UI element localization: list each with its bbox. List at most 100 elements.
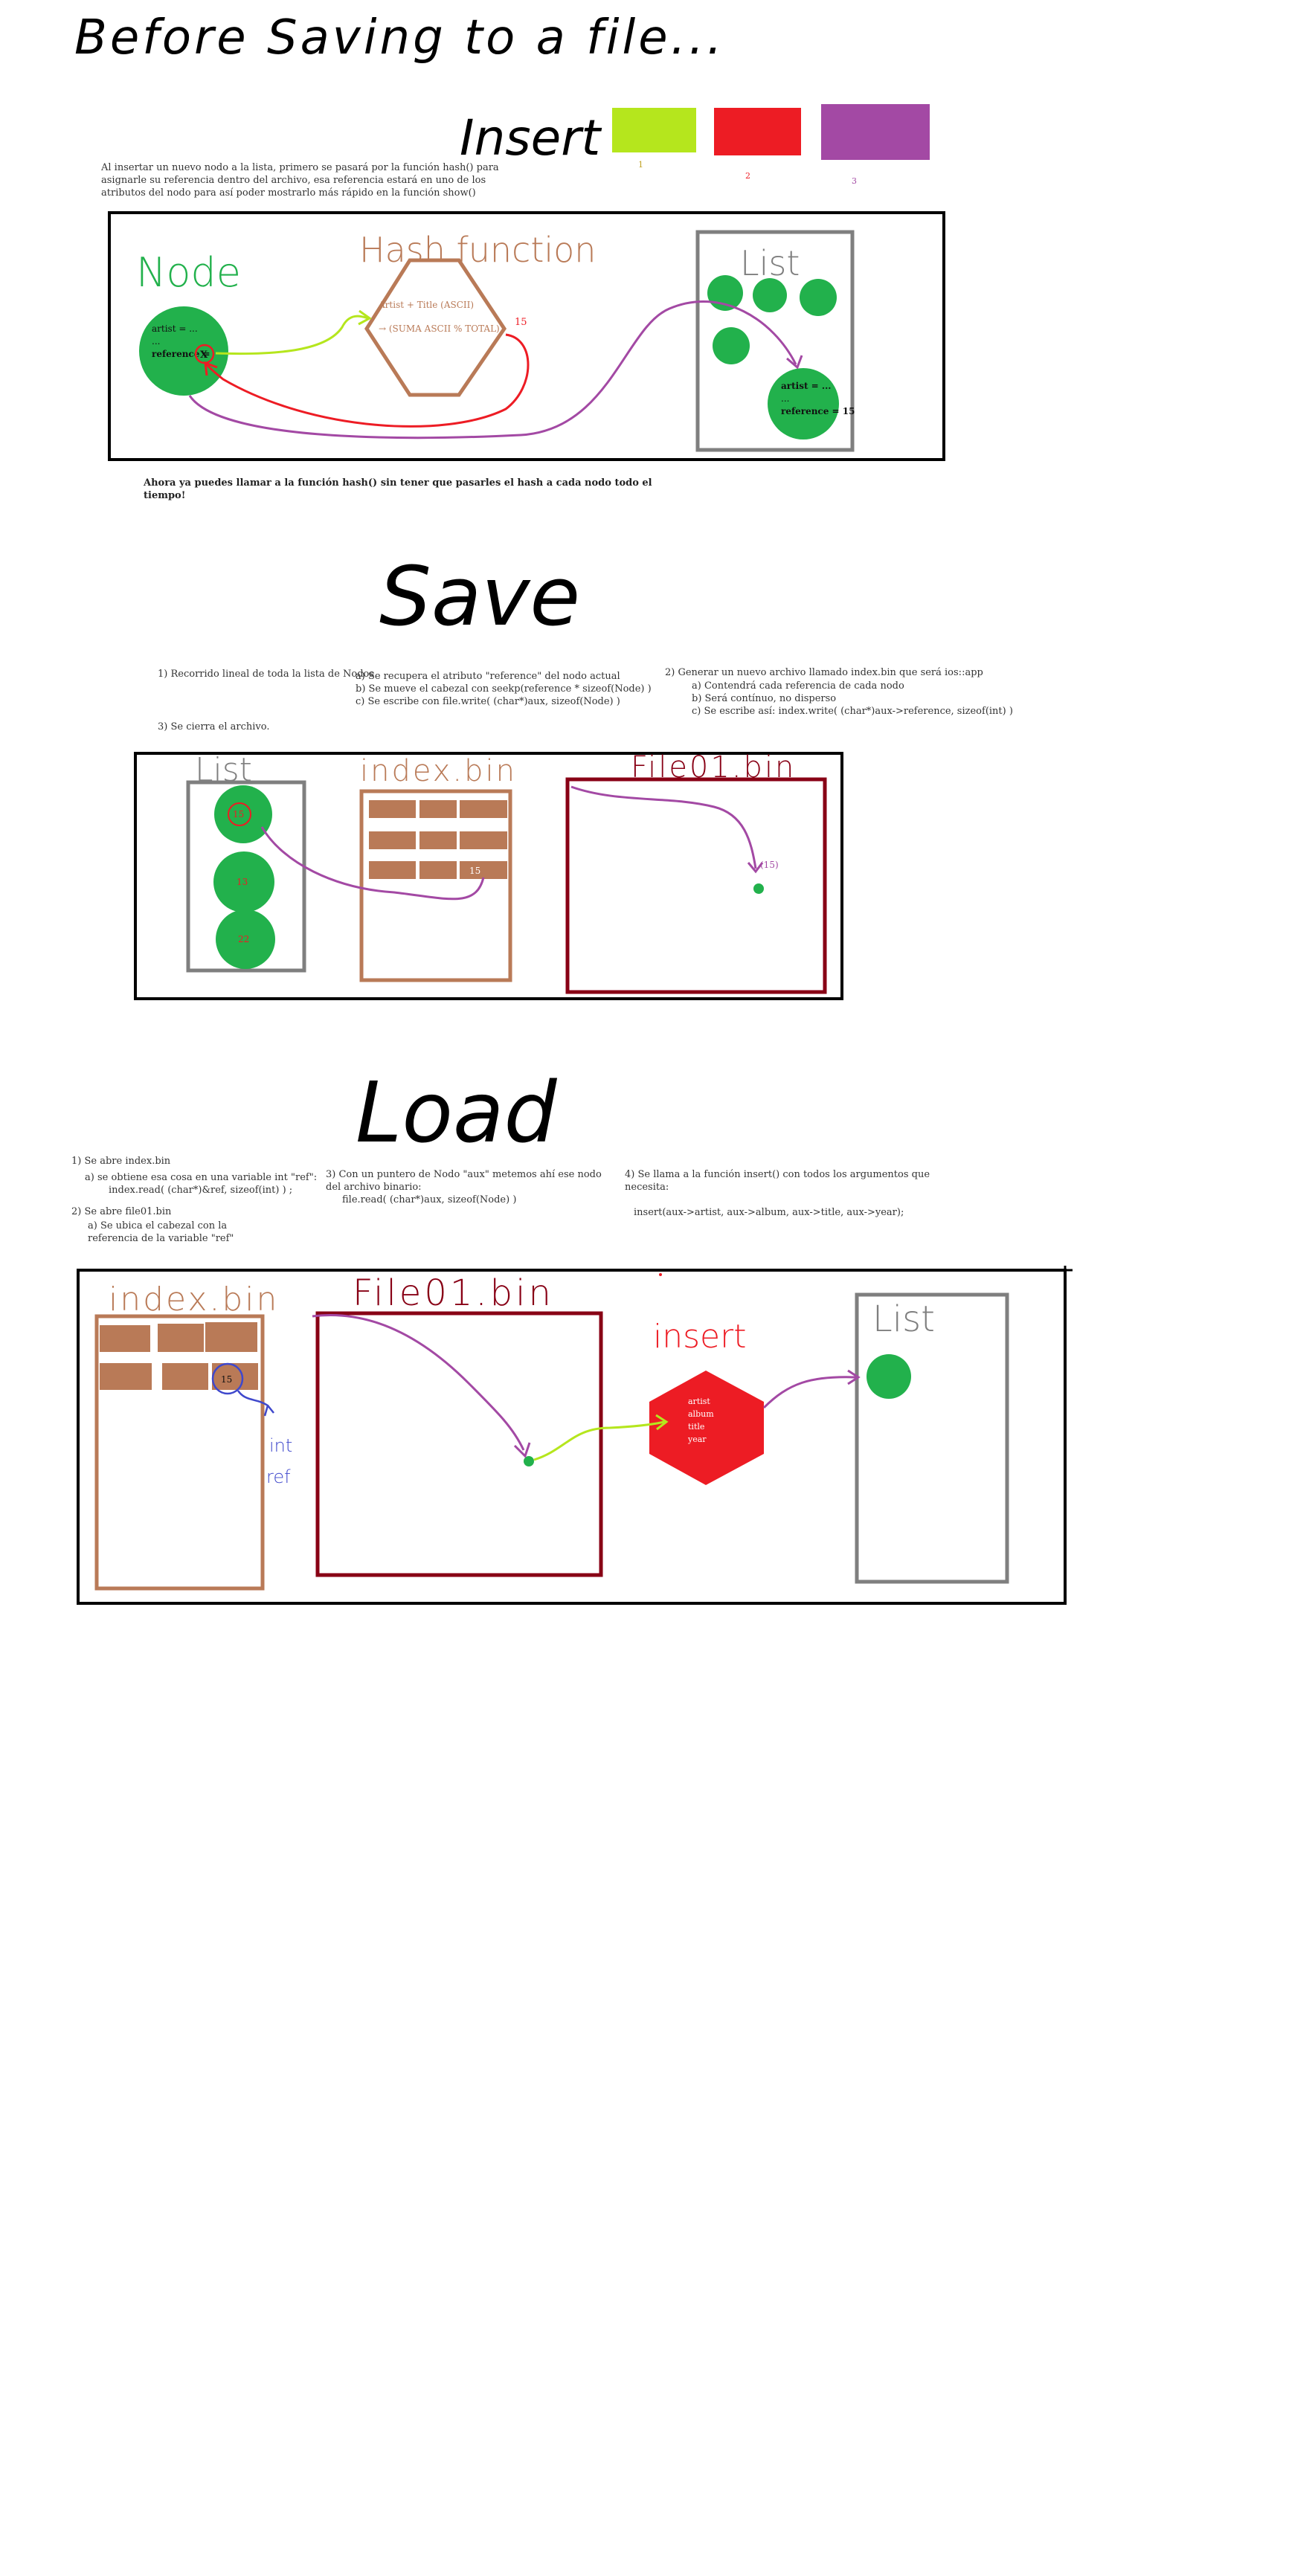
load-step-3-cont: del archivo binario: — [326, 1182, 422, 1193]
swatch-1-label: 1 — [638, 160, 643, 170]
save-step-2b: b) Será contínuo, no disperso — [692, 693, 836, 704]
load-arrow-file-to-insert-head — [655, 1414, 669, 1431]
save-list-node-1-value: 15 — [233, 809, 244, 820]
load-index-highlight — [211, 1362, 244, 1395]
load-index-label: index.bin — [109, 1281, 279, 1318]
save-index-cell — [369, 800, 416, 818]
hash-result-label: 15 — [515, 317, 527, 328]
load-arrow-file-to-insert — [533, 1420, 665, 1461]
list-node-3 — [800, 279, 837, 316]
list-node-new-artist: artist = ... — [781, 381, 831, 391]
load-step-3-code: file.read( (char*)aux, sizeof(Node) ) — [342, 1194, 516, 1205]
arrow-hash-to-node — [205, 333, 530, 428]
list-node-2 — [753, 278, 787, 312]
load-index-cells — [100, 1322, 258, 1390]
load-index-cell — [100, 1325, 150, 1352]
save-step-2a: a) Contendrá cada referencia de cada nod… — [692, 680, 904, 692]
save-file-marker: (15) — [760, 860, 779, 870]
save-step-2: 2) Generar un nuevo archivo llamado inde… — [665, 667, 983, 678]
insert-footer-line-2: tiempo! — [144, 490, 185, 501]
load-list-label: List — [872, 1298, 935, 1340]
insert-intro-line-2: asignarle su referencia dentro del archi… — [101, 175, 486, 186]
save-list-node-1-highlight — [228, 802, 251, 826]
load-list-box — [855, 1292, 1009, 1584]
load-step-1: 1) Se abre index.bin — [71, 1156, 171, 1167]
node-field-artist: artist = ... — [152, 323, 198, 334]
save-list-node-3-value: 22 — [238, 934, 249, 944]
save-step-1: 1) Recorrido lineal de toda la lista de … — [158, 669, 374, 680]
save-index-cells — [369, 800, 507, 879]
load-file-label: File01.bin — [353, 1272, 554, 1314]
insert-heading: Insert — [460, 109, 602, 167]
save-index-cell — [419, 861, 457, 879]
insert-list-box — [695, 230, 855, 452]
save-list-box — [186, 780, 306, 973]
load-step-4: 4) Se llama a la función insert() con to… — [625, 1169, 930, 1180]
arrow-node-to-hash-head — [358, 309, 372, 326]
save-index-cell — [369, 831, 416, 849]
load-index-box — [94, 1314, 265, 1591]
node-field-dots: ... — [152, 336, 160, 347]
list-node-new-reference: reference = 15 — [781, 406, 855, 416]
load-arrow-index-to-file — [312, 1314, 525, 1451]
load-insert-hexagon — [649, 1371, 764, 1485]
load-stray-dot — [659, 1273, 662, 1276]
load-heading: Load — [356, 1065, 558, 1162]
load-index-cell — [212, 1363, 258, 1390]
arrow-node-to-list — [188, 300, 797, 439]
load-step-2a: a) Se ubica el cabezal con la — [88, 1220, 227, 1231]
load-step-4-code: insert(aux->artist, aux->album, aux->tit… — [634, 1207, 904, 1218]
load-step-3: 3) Con un puntero de Nodo "aux" metemos … — [326, 1169, 602, 1180]
load-insert-field-album: album — [688, 1409, 714, 1419]
load-list-node — [867, 1354, 911, 1399]
save-arrow-index-to-file — [570, 785, 757, 869]
save-step-1c: c) Se escribe con file.write( (char*)aux… — [356, 696, 620, 707]
hash-function-label: Hash function — [359, 230, 596, 270]
load-index-value: 15 — [221, 1374, 232, 1385]
insert-list-label: List — [740, 243, 800, 283]
load-insert-label: insert — [653, 1318, 746, 1356]
load-frame — [77, 1269, 1067, 1605]
hash-function-hexagon — [364, 258, 507, 397]
load-step-2a-cont: referencia de la variable "ref" — [88, 1233, 234, 1244]
save-frame — [134, 752, 843, 1000]
save-list-node-2 — [213, 851, 274, 912]
load-file-record — [524, 1456, 534, 1466]
arrow-node-to-hash — [215, 315, 369, 355]
save-step-1b: b) Se mueve el cabezal con seekp(referen… — [356, 683, 652, 695]
save-step-2c: c) Se escribe así: index.write( (char*)a… — [692, 706, 1013, 717]
list-node-4 — [713, 327, 750, 364]
hash-text-line-1: Artist + Title (ASCII) — [378, 300, 474, 310]
load-insert-field-title: title — [688, 1422, 704, 1432]
save-index-cell — [369, 861, 416, 879]
save-index-cell — [460, 861, 507, 879]
insert-intro-line-3: atributos del nodo para así poder mostra… — [101, 187, 476, 199]
load-arrow-index-to-file-head — [513, 1442, 531, 1458]
insert-intro-line-1: Al insertar un nuevo nodo a la lista, pr… — [100, 162, 499, 173]
swatch-3 — [821, 104, 930, 160]
save-list-node-3 — [216, 909, 275, 969]
hash-text-line-2: → (SUMA ASCII % TOTAL) — [379, 323, 500, 334]
load-ref-annotation-ref: ref — [266, 1466, 291, 1487]
load-index-cell — [205, 1322, 257, 1352]
save-index-cell — [460, 831, 507, 849]
save-step-3: 3) Se cierra el archivo. — [158, 721, 269, 732]
node-ref-symbol: X — [200, 350, 208, 361]
list-node-new — [768, 368, 839, 439]
load-ref-annotation-int: int — [269, 1435, 292, 1456]
save-step-1a: a) Se recupera el atributo "reference" d… — [356, 671, 620, 682]
insert-footer-line-1: Ahora ya puedes llamar a la función hash… — [143, 477, 652, 489]
load-step-1a: a) se obtiene esa cosa en una variable i… — [85, 1172, 317, 1183]
save-arrow-list-to-index — [260, 826, 485, 901]
save-file-box — [565, 777, 827, 994]
load-arrow-insert-to-list — [762, 1376, 856, 1409]
load-ref-arrow — [237, 1390, 274, 1417]
load-step-1a-code: index.read( (char*)&ref, sizeof(int) ) ; — [109, 1185, 292, 1196]
load-index-cell — [100, 1363, 152, 1390]
save-index-value: 15 — [469, 866, 480, 876]
load-index-cell — [158, 1324, 204, 1352]
arrow-node-to-list-head — [786, 355, 803, 370]
insert-frame — [108, 211, 945, 461]
list-node-new-dots: ... — [781, 393, 789, 404]
